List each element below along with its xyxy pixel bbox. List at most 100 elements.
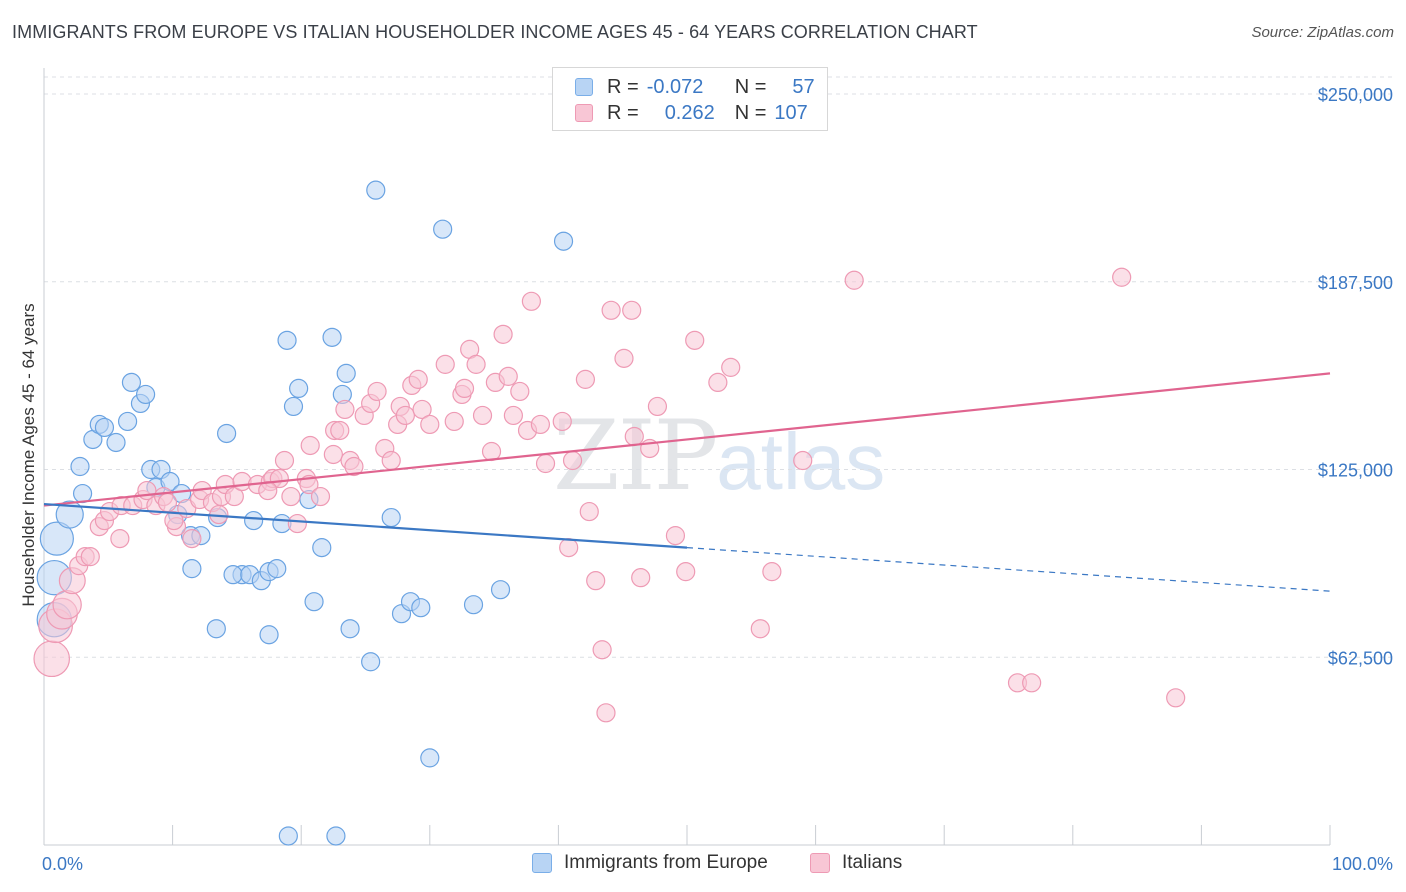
point-italians xyxy=(535,453,556,474)
point-italians xyxy=(472,405,493,426)
point-italians xyxy=(676,562,696,582)
point-italians xyxy=(631,568,651,588)
point-italians xyxy=(408,369,428,389)
point-italians xyxy=(299,474,319,495)
legend-r-value-italians: 0.262 xyxy=(664,101,715,124)
series-italians-points xyxy=(33,267,1186,723)
point-italians xyxy=(552,411,572,432)
trend-line-immigrants-extension xyxy=(686,547,1331,592)
legend-n-value-immigrants: 57 xyxy=(792,75,815,98)
point-immigrants xyxy=(420,748,440,768)
legend-n-label: N = xyxy=(734,75,767,98)
point-italians xyxy=(224,486,244,507)
point-italians xyxy=(444,411,464,432)
point-immigrants xyxy=(433,219,453,239)
trend-line-immigrants xyxy=(43,502,688,549)
legend-n-label: N = xyxy=(734,101,767,124)
point-italians xyxy=(685,330,705,350)
y-tick-label: $62,500 xyxy=(1328,648,1393,668)
point-italians xyxy=(562,450,583,471)
point-italians xyxy=(624,426,644,447)
point-immigrants xyxy=(283,396,304,417)
point-italians xyxy=(622,300,642,320)
point-italians xyxy=(1166,688,1186,708)
point-italians xyxy=(844,270,864,290)
point-italians xyxy=(793,450,813,471)
point-immigrants xyxy=(70,456,90,477)
point-italians xyxy=(164,510,184,531)
point-immigrants xyxy=(336,363,356,383)
point-immigrants xyxy=(277,330,297,350)
point-immigrants xyxy=(304,592,324,612)
point-italians xyxy=(310,486,331,507)
point-italians xyxy=(1022,673,1042,693)
point-italians xyxy=(530,414,550,435)
point-italians xyxy=(1112,267,1132,287)
point-immigrants xyxy=(322,327,342,347)
point-immigrants xyxy=(278,826,298,846)
point-italians xyxy=(300,435,320,456)
point-italians xyxy=(750,619,770,639)
point-italians xyxy=(287,513,307,534)
point-italians xyxy=(157,492,178,513)
axes xyxy=(43,68,1331,846)
bottom-legend-italians: Italians xyxy=(810,852,902,874)
point-immigrants xyxy=(366,180,386,200)
point-italians xyxy=(466,354,486,374)
chart-source: Source: ZipAtlas.com xyxy=(1251,24,1394,41)
point-italians xyxy=(721,357,741,377)
point-italians xyxy=(762,562,782,582)
y-tick-label: $125,000 xyxy=(1318,461,1393,481)
y-axis-title: Householder Income Ages 45 - 64 years xyxy=(19,303,38,606)
point-italians xyxy=(323,444,343,465)
point-italians xyxy=(330,420,350,441)
legend-n-value-italians: 107 xyxy=(774,101,808,124)
point-italians xyxy=(381,450,401,471)
point-italians xyxy=(575,369,596,389)
point-immigrants xyxy=(267,559,287,579)
point-italians xyxy=(281,486,301,507)
point-italians xyxy=(344,456,364,477)
point-italians xyxy=(493,324,513,344)
point-immigrants xyxy=(244,510,264,531)
bottom-legend-label-italians: Italians xyxy=(842,852,903,873)
point-italians xyxy=(601,300,621,320)
point-italians xyxy=(521,291,541,311)
point-italians xyxy=(367,381,387,402)
x-tick-label-max: 100.0% xyxy=(1332,854,1393,874)
point-immigrants xyxy=(340,619,360,639)
point-immigrants xyxy=(117,411,138,432)
legend-row-italians: R = 0.262 N = 107 xyxy=(553,100,808,126)
bottom-legend-label-immigrants: Immigrants from Europe xyxy=(564,852,768,873)
point-italians xyxy=(586,571,606,591)
point-immigrants xyxy=(39,521,74,556)
x-tick-label-min: 0.0% xyxy=(42,854,83,874)
point-italians xyxy=(335,399,355,420)
point-immigrants xyxy=(361,652,381,672)
point-italians xyxy=(665,526,686,546)
point-italians xyxy=(503,405,523,426)
point-italians xyxy=(454,378,475,399)
axis-labels: $62,500 $125,000 $187,500 $250,000 0.0% 100.0… xyxy=(19,85,1393,874)
point-italians xyxy=(33,640,71,678)
point-italians xyxy=(647,396,668,417)
point-immigrants xyxy=(411,598,431,618)
point-italians xyxy=(274,450,295,471)
bottom-legend-swatch-immigrants xyxy=(532,853,552,873)
point-italians xyxy=(80,547,100,567)
point-italians xyxy=(596,703,616,723)
point-italians xyxy=(559,538,579,558)
series-immigrants-points xyxy=(36,180,574,846)
legend-swatch-immigrants xyxy=(575,78,593,96)
point-immigrants xyxy=(289,378,309,399)
point-immigrants xyxy=(217,423,237,444)
trend-line-italians xyxy=(43,372,1331,507)
point-immigrants xyxy=(106,432,126,453)
point-immigrants xyxy=(381,507,401,528)
point-immigrants xyxy=(94,417,115,438)
bottom-legend-swatch-italians xyxy=(810,853,830,873)
point-italians xyxy=(614,348,634,368)
point-immigrants xyxy=(490,580,511,600)
point-italians xyxy=(579,501,599,522)
legend: R = -0.072 N = 57 R = 0.262 N = 107 xyxy=(552,67,828,131)
